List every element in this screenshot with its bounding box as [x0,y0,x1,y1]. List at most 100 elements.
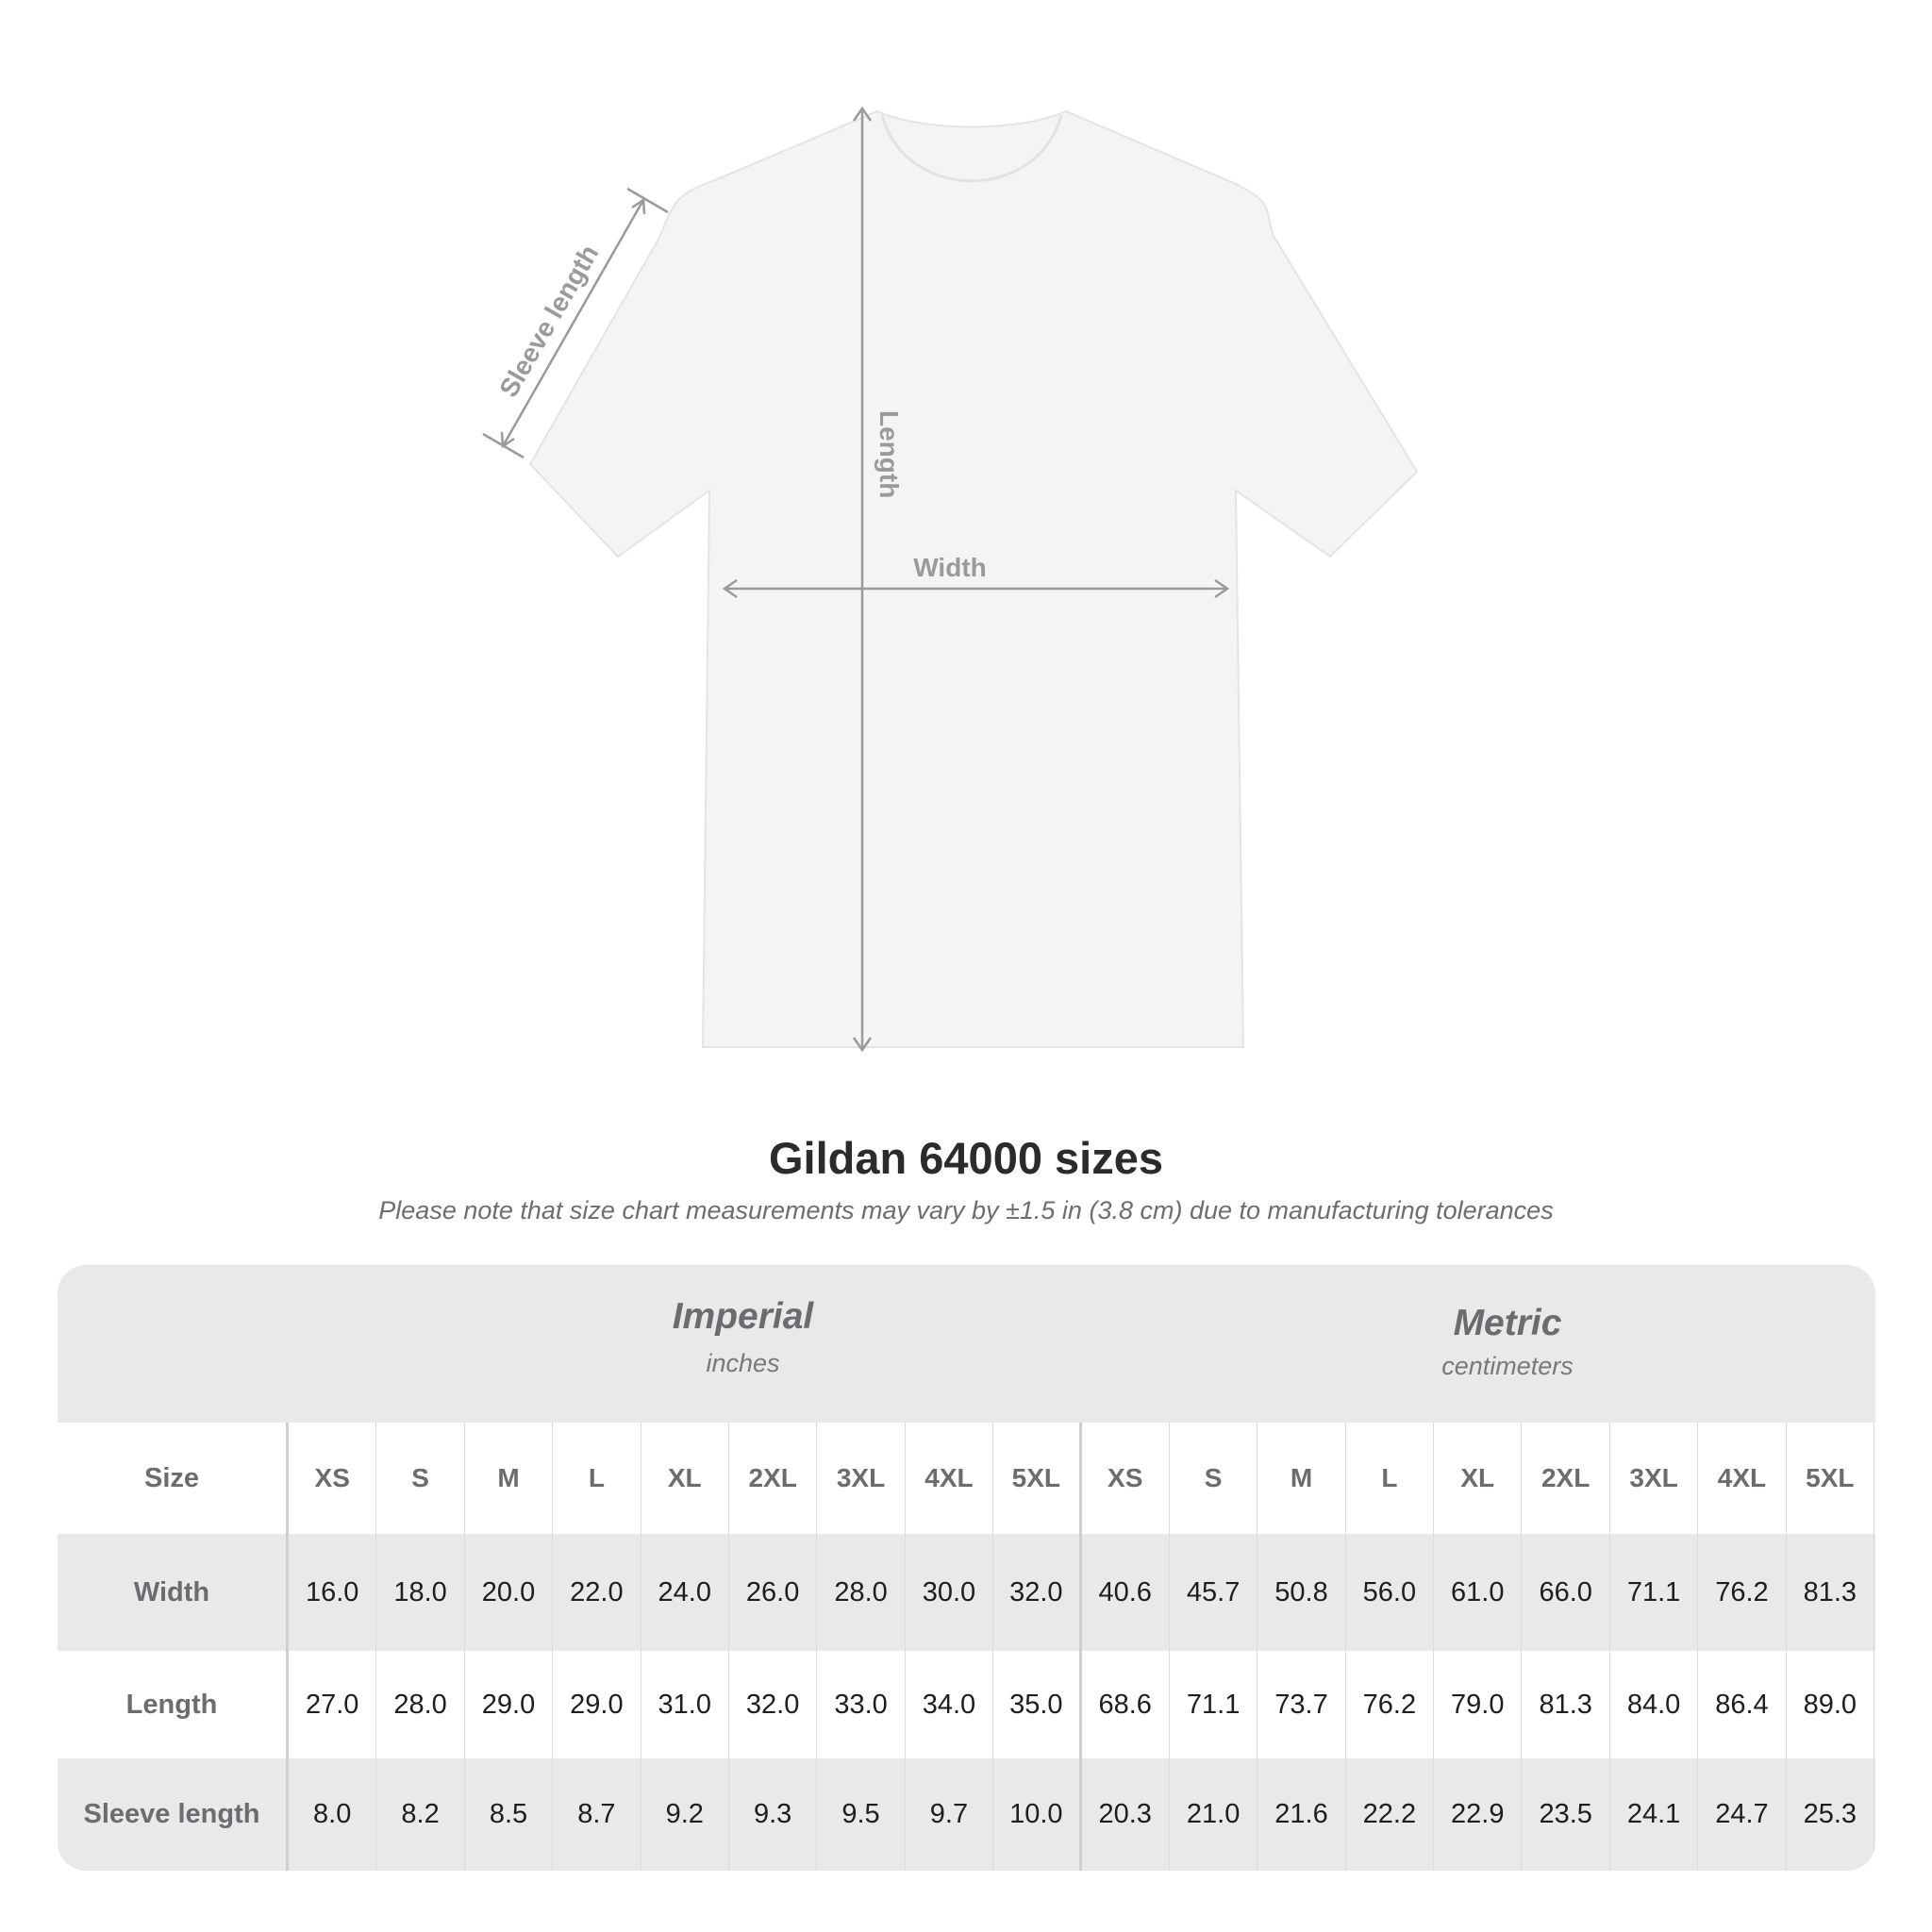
metric-value-cell: 25.3 [1787,1758,1875,1871]
metric-value-cell: 24.1 [1610,1758,1699,1871]
metric-value-cell: 84.0 [1610,1651,1699,1758]
imperial-value-cell: 30.0 [906,1534,994,1651]
metric-value-cell: 22.9 [1434,1758,1523,1871]
size-header-metric: 3XL [1610,1423,1699,1534]
imperial-value-cell: 28.0 [817,1534,906,1651]
table-row: Length 27.0 28.0 29.0 29.0 31.0 32.0 33.0 34.0 35… [58,1651,1875,1758]
size-header-imperial: 2XL [729,1423,818,1534]
imperial-value-cell: 28.0 [376,1651,465,1758]
size-header-metric: XS [1082,1423,1170,1534]
metric-value-cell: 21.0 [1170,1758,1258,1871]
row-label: Length [58,1651,289,1758]
imperial-value-cell: 8.0 [289,1758,377,1871]
metric-value-cell: 22.2 [1346,1758,1435,1871]
imperial-title: Imperial [672,1296,814,1337]
metric-value-cell: 73.7 [1257,1651,1346,1758]
imperial-value-cell: 18.0 [376,1534,465,1651]
metric-value-cell: 81.3 [1522,1651,1610,1758]
metric-value-cell: 45.7 [1170,1534,1258,1651]
imperial-value-cell: 8.5 [465,1758,554,1871]
metric-value-cell: 71.1 [1170,1651,1258,1758]
imperial-value-cell: 9.2 [641,1758,729,1871]
length-arrow-head-top [852,106,873,122]
metric-value-cell: 68.6 [1082,1651,1170,1758]
imperial-value-cell: 31.0 [641,1651,729,1758]
imperial-value-cell: 8.2 [376,1758,465,1871]
imperial-value-cell: 16.0 [289,1534,377,1651]
imperial-value-cell: 34.0 [906,1651,994,1758]
metric-value-cell: 76.2 [1346,1651,1435,1758]
imperial-value-cell: 8.7 [553,1758,641,1871]
tshirt-collar [880,114,1063,183]
imperial-value-cell: 26.0 [729,1534,818,1651]
size-header-imperial: 5XL [993,1423,1082,1534]
size-header-metric: S [1170,1423,1258,1534]
imperial-value-cell: 29.0 [553,1651,641,1758]
metric-value-cell: 20.3 [1082,1758,1170,1871]
imperial-value-cell: 9.3 [729,1758,818,1871]
metric-value-cell: 40.6 [1082,1534,1170,1651]
metric-value-cell: 86.4 [1698,1651,1787,1758]
size-header-metric: 4XL [1698,1423,1787,1534]
metric-value-cell: 89.0 [1787,1651,1875,1758]
size-header-metric: 2XL [1522,1423,1610,1534]
imperial-value-cell: 10.0 [993,1758,1082,1871]
metric-unit: centimeters [1441,1352,1574,1380]
metric-value-cell: 81.3 [1787,1534,1875,1651]
metric-value-cell: 50.8 [1257,1534,1346,1651]
metric-value-cell: 61.0 [1434,1534,1523,1651]
metric-value-cell: 76.2 [1698,1534,1787,1651]
size-header-imperial: XS [289,1423,377,1534]
sleeve-arrow-head-bottom [500,431,515,449]
size-header-imperial: S [376,1423,465,1534]
imperial-value-cell: 33.0 [817,1651,906,1758]
imperial-value-cell: 35.0 [993,1651,1082,1758]
metric-value-cell: 66.0 [1522,1534,1610,1651]
chart-title: Gildan 64000 sizes [768,1133,1164,1183]
size-header-imperial: XL [641,1423,729,1534]
imperial-value-cell: 9.5 [817,1758,906,1871]
metric-header: Metric centimeters [1140,1303,1875,1460]
metric-value-cell: 56.0 [1346,1534,1435,1651]
metric-value-cell: 24.7 [1698,1758,1787,1871]
size-header-metric: L [1346,1423,1435,1534]
table-row: Sleeve length 8.0 8.2 8.5 8.7 9.2 9.3 9.5 9.7 10.… [58,1758,1875,1871]
size-header-imperial: M [465,1423,554,1534]
sleeve-tick-top [626,187,669,214]
metric-title: Metric [1453,1303,1562,1343]
width-arrow-head-right [1214,578,1230,599]
imperial-unit: inches [706,1349,780,1377]
tshirt-diagram: Length Width Sleeve length [482,106,1419,1053]
sleeve-arrow [501,199,645,447]
imperial-value-cell: 9.7 [906,1758,994,1871]
length-arrow-head-bottom [852,1037,873,1053]
size-header-label: Size [58,1423,289,1534]
size-header-imperial: 3XL [817,1423,906,1534]
metric-value-cell: 23.5 [1522,1758,1610,1871]
size-header-metric: XL [1434,1423,1523,1534]
row-label: Width [58,1534,289,1651]
imperial-value-cell: 22.0 [553,1534,641,1651]
chart-subtitle: Please note that size chart measurements… [378,1196,1554,1224]
size-header-row: Size XS S M L XL 2XL 3XL 4XL 5XL XS S M L XL 2XL 3XL 4XL 5… [58,1423,1875,1534]
length-label: Length [874,410,904,498]
size-table: Imperial inches Metric centimeters Size X… [58,1265,1875,1871]
table-row: Width 16.0 18.0 20.0 22.0 24.0 26.0 28.0 30.0 32.… [58,1534,1875,1651]
sleeve-arrow-head-top [631,197,646,215]
imperial-header: Imperial inches [346,1296,1140,1454]
size-header-metric: M [1257,1423,1346,1534]
imperial-value-cell: 29.0 [465,1651,554,1758]
tshirt-shape [528,109,1419,1048]
imperial-value-cell: 32.0 [729,1651,818,1758]
size-header-metric: 5XL [1787,1423,1875,1534]
row-label: Sleeve length [58,1758,289,1871]
size-header-imperial: L [553,1423,641,1534]
metric-value-cell: 79.0 [1434,1651,1523,1758]
metric-value-cell: 71.1 [1610,1534,1699,1651]
imperial-value-cell: 24.0 [641,1534,729,1651]
imperial-value-cell: 32.0 [993,1534,1082,1651]
imperial-value-cell: 20.0 [465,1534,554,1651]
size-header-imperial: 4XL [906,1423,994,1534]
width-arrow-head-left [722,578,738,599]
imperial-value-cell: 27.0 [289,1651,377,1758]
